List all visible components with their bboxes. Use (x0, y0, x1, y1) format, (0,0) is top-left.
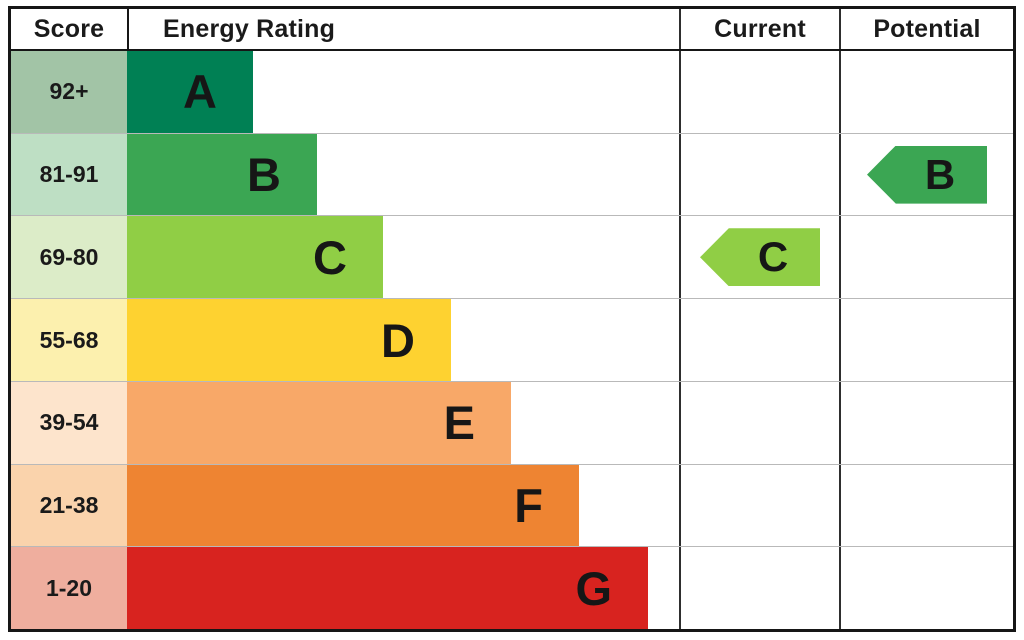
current-cell: C (679, 216, 839, 299)
epc-rating-chart: Score Energy Rating Current Potential 92… (8, 6, 1016, 632)
rating-letter: F (514, 478, 543, 532)
bar-cell: G (127, 547, 679, 630)
header-current: Current (679, 9, 839, 49)
current-cell (679, 133, 839, 216)
score-range: 39-54 (11, 381, 127, 464)
bar-cell: F (127, 464, 679, 547)
current-letter: C (757, 233, 789, 281)
current-cell (679, 299, 839, 381)
potential-arrow: B (867, 145, 987, 204)
rating-bar-a: A (127, 51, 253, 133)
rating-letter: G (575, 561, 612, 615)
header-potential: Potential (839, 9, 1013, 49)
score-range: 55-68 (11, 299, 127, 381)
score-range: 92+ (11, 51, 127, 133)
rating-bar-e: E (127, 381, 511, 464)
rating-letter: C (313, 230, 347, 284)
score-range: 69-80 (11, 216, 127, 299)
potential-cell (839, 299, 1013, 381)
score-range: 1-20 (11, 547, 127, 630)
current-cell (679, 51, 839, 133)
header-energy-rating: Energy Rating (127, 9, 679, 49)
bar-cell: B (127, 133, 679, 216)
band-row-g: 1-20 G (11, 547, 1013, 630)
rating-bar-b: B (127, 133, 317, 216)
potential-cell (839, 547, 1013, 630)
band-row-a: 92+ A (11, 51, 1013, 134)
current-cell (679, 547, 839, 630)
potential-cell (839, 464, 1013, 547)
current-arrow: C (700, 228, 820, 287)
band-row-b: 81-91 B B (11, 133, 1013, 217)
potential-cell (839, 216, 1013, 299)
band-row-e: 39-54 E (11, 381, 1013, 465)
rating-letter: E (443, 396, 475, 450)
rating-bar-c: C (127, 216, 383, 299)
rating-bar-g: G (127, 547, 648, 630)
score-range: 21-38 (11, 464, 127, 547)
potential-letter: B (924, 150, 956, 198)
rating-bar-d: D (127, 299, 451, 381)
rating-bar-f: F (127, 464, 579, 547)
header-row: Score Energy Rating Current Potential (11, 9, 1013, 51)
potential-cell: B (839, 133, 1013, 216)
potential-cell (839, 51, 1013, 133)
rating-bands: 92+ A 81-91 B B 69- (11, 51, 1013, 630)
bar-cell: D (127, 299, 679, 381)
current-cell (679, 381, 839, 464)
rating-letter: B (247, 148, 281, 202)
band-row-c: 69-80 C C (11, 216, 1013, 300)
band-row-f: 21-38 F (11, 464, 1013, 548)
bar-cell: E (127, 381, 679, 464)
rating-letter: A (183, 65, 217, 119)
rating-letter: D (381, 313, 415, 367)
score-range: 81-91 (11, 133, 127, 216)
current-cell (679, 464, 839, 547)
header-score: Score (33, 14, 105, 43)
bar-cell: A (127, 51, 679, 133)
potential-cell (839, 381, 1013, 464)
bar-cell: C (127, 216, 679, 299)
band-row-d: 55-68 D (11, 299, 1013, 382)
